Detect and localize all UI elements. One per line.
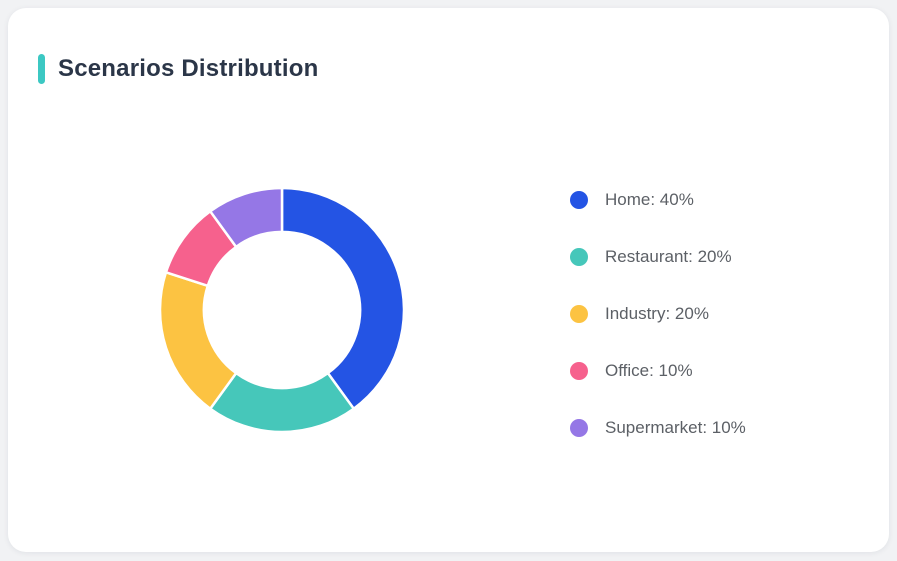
donut-segment-home[interactable] — [280, 186, 406, 410]
donut-segment-restaurant[interactable] — [209, 371, 355, 434]
title-accent-bar — [38, 54, 45, 84]
legend-label: Home: 40% — [605, 190, 694, 209]
legend-label: Industry: 20% — [605, 304, 709, 323]
chart-legend: Home: 40% Restaurant: 20% Industry: 20% … — [570, 190, 746, 437]
legend-label: Office: 10% — [605, 361, 693, 380]
legend-dot — [570, 418, 588, 437]
legend-dot — [570, 361, 588, 380]
legend-dot — [570, 190, 588, 209]
legend-item-restaurant[interactable]: Restaurant: 20% — [570, 247, 746, 266]
scenarios-distribution-card: Scenarios Distribution Home: 40% Restaur… — [8, 8, 889, 552]
legend-item-industry[interactable]: Industry: 20% — [570, 304, 746, 323]
legend-item-supermarket[interactable]: Supermarket: 10% — [570, 418, 746, 437]
donut-segment-industry[interactable] — [158, 271, 238, 410]
donut-chart[interactable] — [152, 180, 412, 440]
card-header: Scenarios Distribution — [38, 54, 318, 84]
donut-segment-supermarket[interactable] — [209, 186, 284, 249]
legend-label: Restaurant: 20% — [605, 247, 732, 266]
legend-item-home[interactable]: Home: 40% — [570, 190, 746, 209]
legend-label: Supermarket: 10% — [605, 418, 746, 437]
card-title: Scenarios Distribution — [58, 55, 319, 82]
legend-dot — [570, 304, 588, 323]
legend-dot — [570, 247, 588, 266]
legend-item-office[interactable]: Office: 10% — [570, 361, 746, 380]
